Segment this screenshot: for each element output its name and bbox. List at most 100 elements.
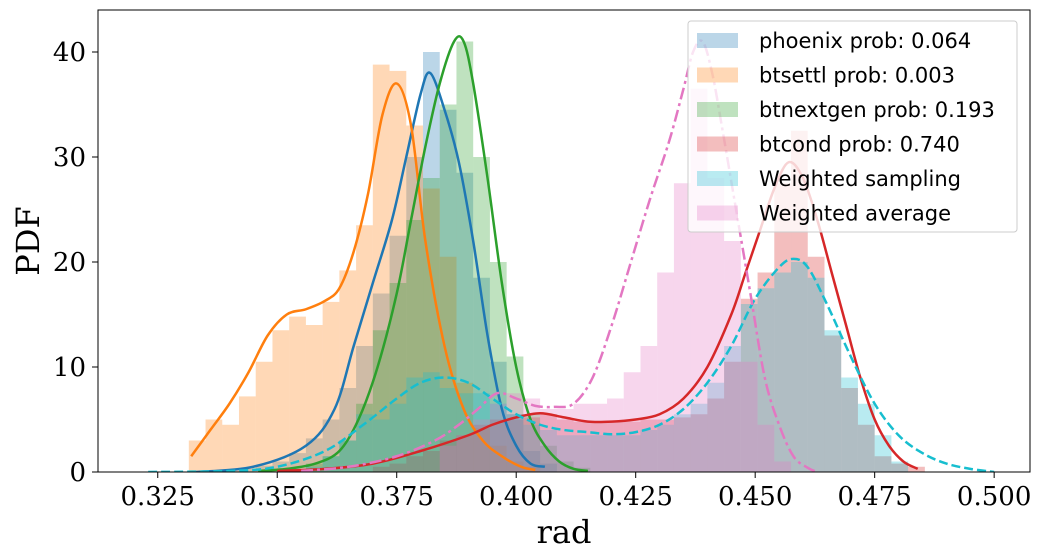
histogram-bar xyxy=(439,109,457,472)
histogram-bar xyxy=(305,325,323,472)
histogram-bar xyxy=(640,346,658,472)
x-tick-label: 0.450 xyxy=(718,482,792,512)
histogram-bar xyxy=(423,372,440,472)
histogram-bar xyxy=(556,409,574,472)
legend-label: btsettl prob: 0.003 xyxy=(759,64,955,88)
x-tick-label: 0.350 xyxy=(240,482,314,512)
histogram-bar xyxy=(740,298,758,472)
histogram-bar xyxy=(774,183,792,472)
legend: phoenix prob: 0.064 btsettl prob: 0.003 bt… xyxy=(687,20,1018,233)
histogram-bar xyxy=(757,288,775,472)
histogram-bar xyxy=(523,414,541,472)
histogram-bar xyxy=(289,316,306,472)
histogram-bar xyxy=(740,304,758,472)
legend-label: phoenix prob: 0.064 xyxy=(759,29,971,53)
x-tick-label: 0.475 xyxy=(837,482,911,512)
density-curve xyxy=(277,160,919,472)
histogram-bar xyxy=(774,272,792,472)
histogram-bar xyxy=(573,403,591,472)
x-tick-label: 0.500 xyxy=(957,482,1031,512)
legend-label: btnextgen prob: 0.193 xyxy=(759,98,995,122)
histogram-bar xyxy=(640,419,658,472)
histogram-bar xyxy=(657,272,674,472)
histogram-bar xyxy=(673,414,691,472)
histogram-bar xyxy=(640,430,658,472)
plot-frame xyxy=(97,9,1031,473)
histogram-bar xyxy=(356,403,373,472)
histogram-bar xyxy=(724,361,741,472)
histogram-bar xyxy=(272,330,290,472)
histogram-bar xyxy=(255,465,273,472)
histogram-bar xyxy=(841,388,858,472)
x-tick-label: 0.425 xyxy=(598,482,672,512)
y-tick-label: 40 xyxy=(53,38,86,68)
histogram-bar xyxy=(523,398,541,472)
y-tick-label: 10 xyxy=(53,353,86,383)
histogram-bar xyxy=(456,393,474,472)
histogram-bar xyxy=(774,461,792,472)
histogram-bar xyxy=(690,414,708,472)
density-curve xyxy=(190,82,536,472)
legend-label: Weighted sampling xyxy=(759,167,961,191)
histogram-bar xyxy=(372,466,390,472)
histogram-bar xyxy=(757,424,775,472)
histogram-bar xyxy=(406,157,424,472)
histogram-bar xyxy=(423,451,440,472)
histogram-bar xyxy=(389,283,407,472)
histogram-1f77b4 xyxy=(222,52,557,472)
histogram-bar xyxy=(623,435,641,472)
histogram-bar xyxy=(857,424,875,472)
histogram-bar xyxy=(807,256,825,472)
histogram-bar xyxy=(489,262,507,472)
y-tick-label: 30 xyxy=(53,143,86,173)
histogram-bar xyxy=(540,463,557,472)
histogram-bar xyxy=(473,424,490,472)
legend-swatch xyxy=(697,205,738,221)
histogram-bar xyxy=(857,403,875,472)
histogram-bar xyxy=(891,463,909,472)
histogram-bar xyxy=(222,424,239,472)
histogram-bar xyxy=(824,335,842,472)
histogram-bar xyxy=(423,52,440,472)
histogram-bar xyxy=(489,361,507,472)
histogram-bar xyxy=(573,435,591,472)
histogram-bar xyxy=(506,461,524,472)
histogram-bar xyxy=(205,419,223,472)
histogram-bar xyxy=(556,419,574,472)
legend-label: btcond prob: 0.740 xyxy=(759,133,960,157)
histogram-bar xyxy=(740,361,758,472)
histogram-bar xyxy=(255,361,273,472)
histogram-bar xyxy=(406,377,424,472)
histogram-bar xyxy=(456,435,474,472)
histogram-bar xyxy=(389,463,407,472)
histogram-bar xyxy=(339,388,357,472)
histogram-bar xyxy=(807,277,825,472)
legend-swatch xyxy=(697,171,738,186)
histogram-bar xyxy=(339,440,357,472)
histogram-bar xyxy=(623,372,641,472)
density-curve xyxy=(258,35,589,472)
density-curve xyxy=(195,71,546,472)
histogram-bar xyxy=(707,382,725,472)
histogram-bar xyxy=(406,220,424,472)
histogram-bar xyxy=(439,445,457,472)
histogram-bar xyxy=(791,262,808,472)
histogram-bar xyxy=(874,435,892,472)
histogram-bar xyxy=(489,419,507,472)
histogram-bar xyxy=(607,398,624,472)
x-axis-label: rad xyxy=(537,513,592,551)
y-tick-label: 20 xyxy=(53,248,86,278)
histogram-bar xyxy=(439,388,457,472)
histogram-bar xyxy=(356,414,373,472)
histogram-bar xyxy=(238,396,256,472)
histogram-bar xyxy=(389,403,407,472)
histogram-bar xyxy=(623,421,641,472)
legend-swatch xyxy=(697,102,738,117)
histogram-bar xyxy=(824,330,842,472)
y-axis-label: PDF xyxy=(9,206,47,275)
histogram-bar xyxy=(724,241,741,472)
x-axis: 0.325 0.350 0.375 0.400 0.425 0.450 0.475 0.500 xyxy=(121,472,1031,512)
histogram-bar xyxy=(456,382,474,472)
histogram-bar xyxy=(673,183,691,472)
legend-label: Weighted average xyxy=(759,202,951,226)
